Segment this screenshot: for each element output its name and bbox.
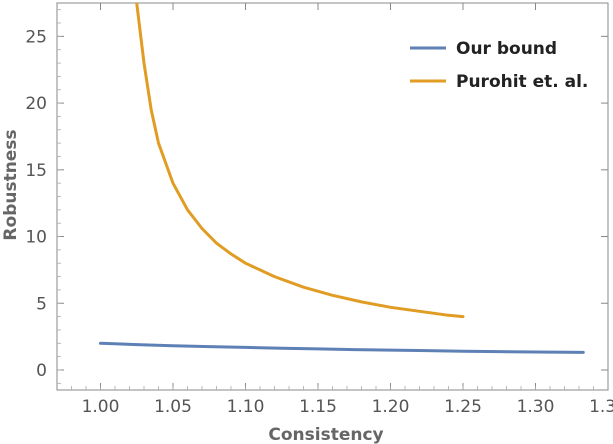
x-tick-label: 1.00 [82, 397, 120, 417]
plot-frame [56, 2, 609, 391]
x-tick-label: 1.25 [444, 397, 482, 417]
y-tick-label: 5 [36, 294, 47, 314]
x-tick-label: 1.30 [517, 397, 555, 417]
x-axis-label: Consistency [268, 425, 383, 444]
x-tick-label: 1.20 [372, 397, 410, 417]
x-tick-label: 1.15 [299, 397, 337, 417]
x-tick-label: 1.35 [589, 397, 613, 417]
legend-label-0: Our bound [456, 39, 557, 59]
y-tick-label: 20 [25, 94, 47, 114]
series-line-0 [99, 341, 585, 354]
y-tick-label: 0 [36, 361, 47, 381]
y-tick-label: 25 [25, 27, 47, 47]
x-tick-label: 1.05 [154, 397, 192, 417]
y-axis-label: Robustness [1, 129, 21, 240]
x-tick-label: 1.10 [227, 397, 265, 417]
plot-area: 1.00 1.05 1.10 1.15 1.20 1.25 1.30 1.35 0 5 10 15 20… [25, 2, 613, 417]
legend-label-1: Purohit et. al. [456, 72, 588, 92]
series-line-1 [135, 3, 465, 319]
y-tick-label: 15 [25, 161, 47, 181]
y-tick-label: 10 [25, 228, 47, 248]
